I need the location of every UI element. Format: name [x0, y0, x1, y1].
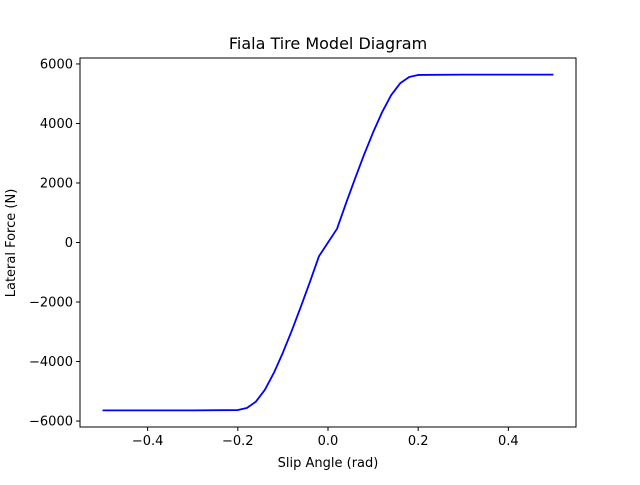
x-tick-label: −0.4: [132, 434, 164, 449]
y-tick-label: −2000: [29, 296, 73, 311]
x-tick-label: 0.2: [408, 434, 429, 449]
y-tick-label: 0: [65, 236, 73, 251]
chart-title: Fiala Tire Model Diagram: [229, 34, 427, 53]
x-tick-label: −0.2: [222, 434, 254, 449]
x-axis-label: Slip Angle (rad): [278, 456, 379, 471]
plot-area: −0.4 −0.2 0.0 0.2 0.4 −6000 −4000 −2000 0 2000 400…: [29, 57, 577, 449]
y-tick-label: 4000: [40, 117, 73, 132]
y-tick-label: 6000: [40, 57, 73, 72]
y-tick-label: −4000: [29, 355, 73, 370]
x-tick-label: 0.4: [498, 434, 519, 449]
y-tick-label: −6000: [29, 415, 73, 430]
series-line-0: [102, 73, 554, 412]
y-axis-label: Lateral Force (N): [4, 189, 19, 298]
x-tick-label: 0.0: [318, 434, 339, 449]
y-tick-label: 2000: [40, 176, 73, 191]
